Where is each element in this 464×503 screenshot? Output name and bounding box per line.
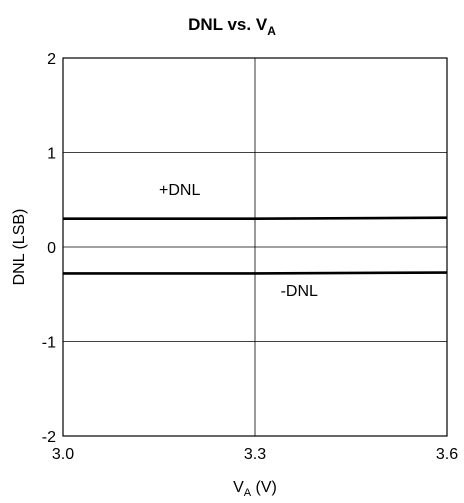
y-tick-label-1: -1 (42, 335, 56, 352)
x-tick-label-2: 3.6 (436, 446, 458, 463)
chart-title: DNL vs. VA (188, 15, 276, 38)
grid-lines (63, 58, 447, 436)
series-lines (63, 216, 448, 275)
annotations: +DNL -DNL (159, 182, 318, 300)
y-tick-label-3: 1 (47, 146, 56, 163)
plot-frame (62, 57, 448, 437)
chart-title-main: DNL vs. V (188, 15, 268, 34)
y-tick-label-0: -2 (42, 429, 56, 446)
x-axis-label: VA (V) (233, 479, 277, 499)
y-tick-labels: -2 -1 0 1 2 (42, 51, 56, 446)
x-axis-label-unit: (V) (251, 479, 277, 496)
y-tick-label-2: 0 (47, 240, 56, 257)
y-tick-label-4: 2 (47, 51, 56, 68)
chart-title-subscript: A (267, 24, 276, 38)
x-tick-labels: 3.0 3.3 3.6 (52, 446, 458, 463)
series-line-plus-dnl (63, 216, 448, 220)
annotation-1: -DNL (281, 283, 318, 300)
x-axis-label-subscript: A (244, 487, 252, 499)
x-tick-label-1: 3.3 (244, 446, 266, 463)
series-line-minus-dnl (63, 271, 448, 275)
x-axis-label-main: V (233, 479, 244, 496)
annotation-0: +DNL (159, 182, 200, 199)
y-axis-label: DNL (LSB) (11, 209, 28, 286)
x-tick-label-0: 3.0 (52, 446, 74, 463)
